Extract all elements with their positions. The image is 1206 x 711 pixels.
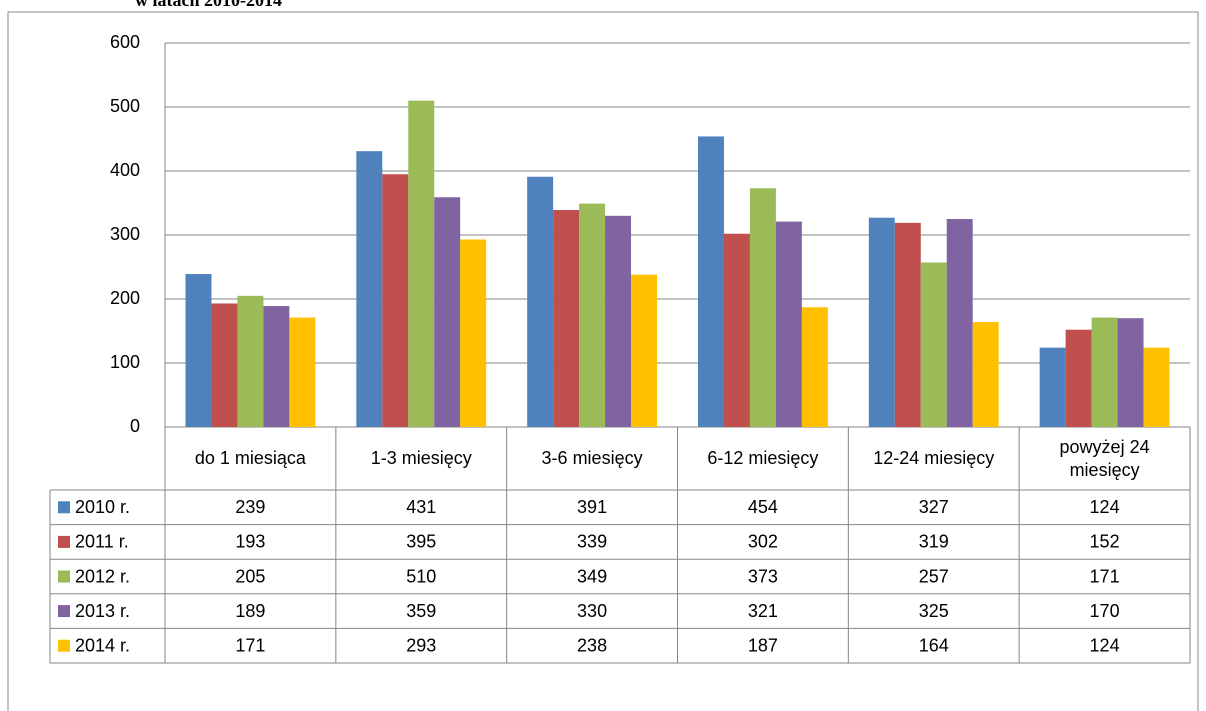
table-value: 302 (748, 532, 778, 552)
table-value: 171 (1090, 566, 1120, 586)
bar (263, 306, 290, 427)
legend-key (58, 570, 70, 583)
bar (894, 222, 921, 427)
table-value: 239 (235, 497, 265, 517)
x-tick-label-box: 6-12 miesięcy (707, 448, 819, 469)
x-tick-label: 6-12 miesięcy (707, 448, 819, 469)
bar (356, 151, 383, 427)
table-value: 321 (748, 601, 778, 621)
y-tick-label: 600 (110, 32, 140, 52)
table-value: 330 (577, 601, 607, 621)
table-value: 124 (1090, 497, 1120, 517)
table-value: 187 (748, 635, 778, 655)
bar (868, 217, 895, 427)
legend-key (58, 605, 70, 618)
bar (1091, 317, 1118, 427)
table-value: 373 (748, 566, 778, 586)
bar (920, 262, 947, 427)
y-tick-label: 100 (110, 352, 140, 372)
legend-label: 2012 r. (75, 566, 130, 586)
table-value: 152 (1090, 532, 1120, 552)
x-tick-label: 12-24 miesięcy (873, 448, 995, 469)
table-value: 319 (919, 532, 949, 552)
bar (1039, 347, 1066, 427)
bar (749, 188, 776, 427)
table-value: 238 (577, 635, 607, 655)
table-value: 391 (577, 497, 607, 517)
x-tick-label: powyżej 24 miesięcy (1059, 437, 1150, 480)
bar (1143, 347, 1170, 427)
bar (289, 317, 316, 427)
bar (723, 233, 750, 427)
table-value: 327 (919, 497, 949, 517)
table-value: 325 (919, 601, 949, 621)
table-value: 205 (235, 566, 265, 586)
table-value: 189 (235, 601, 265, 621)
bar (605, 215, 632, 427)
bar (801, 307, 828, 427)
table-value: 164 (919, 635, 949, 655)
bar (211, 303, 238, 427)
table-value: 293 (406, 635, 436, 655)
bar (1117, 318, 1144, 427)
y-tick-label: 300 (110, 224, 140, 244)
bar (698, 136, 724, 427)
bar (408, 100, 435, 427)
x-tick-label-box: powyżej 24 miesięcy (1059, 437, 1150, 480)
legend-label: 2010 r. (75, 497, 130, 517)
legend-label: 2014 r. (75, 635, 130, 655)
y-tick-label: 0 (130, 416, 140, 436)
table-value: 170 (1090, 601, 1120, 621)
bar (579, 203, 606, 427)
table-value: 349 (577, 566, 607, 586)
table-value: 510 (406, 566, 436, 586)
x-tick-label-box: do 1 miesiąca (194, 448, 306, 469)
bar (631, 274, 657, 427)
table-value: 193 (235, 532, 265, 552)
bar (237, 295, 264, 427)
bar (946, 219, 973, 427)
y-tick-label: 500 (110, 96, 140, 116)
x-tick-label: 3-6 miesięcy (541, 448, 643, 469)
chart-border (7, 11, 1199, 711)
bar (434, 197, 461, 427)
legend-key (58, 535, 70, 548)
bar (185, 274, 212, 427)
bar (972, 322, 999, 427)
y-tick-label: 400 (110, 160, 140, 180)
table-value: 257 (919, 566, 949, 586)
bar (527, 176, 554, 427)
x-tick-label: do 1 miesiąca (194, 448, 306, 469)
chart-title: w latach 2010-2014 (135, 0, 282, 10)
bar (1065, 329, 1092, 427)
x-tick-label: 1-3 miesięcy (370, 448, 472, 469)
bar (460, 239, 487, 427)
x-tick-label-box: 3-6 miesięcy (541, 448, 643, 469)
table-value: 339 (577, 532, 607, 552)
x-tick-label-box: 1-3 miesięcy (370, 448, 472, 469)
table-value: 395 (406, 532, 436, 552)
bar (382, 174, 409, 427)
y-tick-label: 200 (110, 288, 140, 308)
legend-key (58, 639, 70, 652)
legend-label: 2011 r. (75, 532, 129, 552)
table-value: 359 (406, 601, 436, 621)
table-value: 124 (1090, 635, 1120, 655)
table-value: 171 (235, 635, 265, 655)
table-value: 454 (748, 497, 778, 517)
table-value: 431 (406, 497, 436, 517)
bar (553, 210, 580, 427)
legend-key (58, 501, 70, 514)
legend-label: 2013 r. (75, 601, 130, 621)
bar (775, 221, 802, 427)
x-tick-label-box: 12-24 miesięcy (873, 448, 995, 469)
